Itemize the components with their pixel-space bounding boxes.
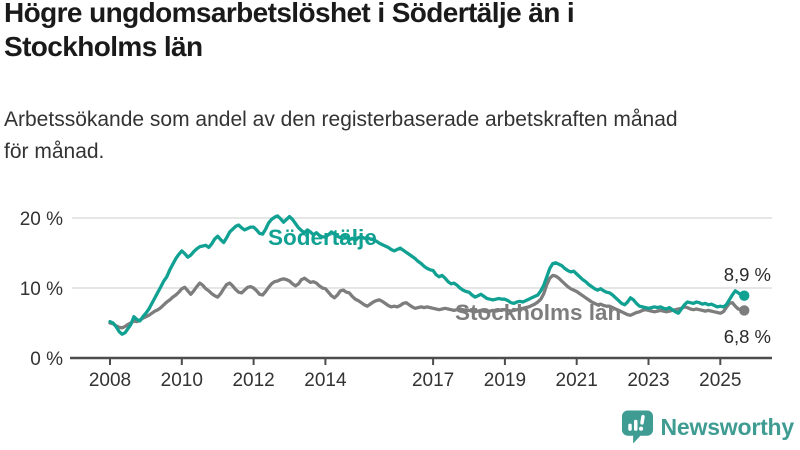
x-tick-label-2014: 2014 [304,370,347,391]
page-title: Högre ungdomsarbetslöshet i Södertälje ä… [4,0,575,64]
x-tick-label-2021: 2021 [556,370,598,391]
chart-subtitle: Arbetssökande som andel av den registerb… [4,104,678,168]
chart-subtitle-line2: för månad. [4,140,105,163]
x-tick-label-2008: 2008 [89,370,131,391]
stockholm-series-label: Stockholms län [455,300,621,325]
stockholm-series-end-dot [739,305,750,316]
page-title-line2: Stockholms län [4,31,203,62]
y-tick-label-10: 10 % [20,279,63,300]
page-title-line1: Högre ungdomsarbetslöshet i Södertälje ä… [4,0,575,28]
x-tick-label-2017: 2017 [412,370,454,391]
newsworthy-logo-text: Newsworthy [660,413,795,440]
stockholm-series-line [108,273,746,330]
sodertalje-series-label: Södertälje [268,225,377,250]
x-tick-label-2019: 2019 [484,370,526,391]
sodertalje-series-end-value-label: 8,9 % [724,264,771,285]
y-tick-label-0: 0 % [30,349,63,370]
x-tick-label-2010: 2010 [161,370,203,391]
x-tick-label-2023: 2023 [627,370,669,391]
x-tick-label-2012: 2012 [232,370,274,391]
chart-subtitle-line1: Arbetssökande som andel av den registerb… [4,108,678,131]
newsworthy-logo[interactable]: Newsworthy [621,409,794,445]
newsworthy-logo-icon [621,410,653,444]
y-tick-label-20: 20 % [20,209,63,230]
stockholm-series-end-value-label: 6,8 % [724,326,771,347]
x-tick-label-2025: 2025 [699,370,741,391]
sodertalje-series-end-dot [739,290,750,301]
sodertalje-series-line [108,214,746,336]
